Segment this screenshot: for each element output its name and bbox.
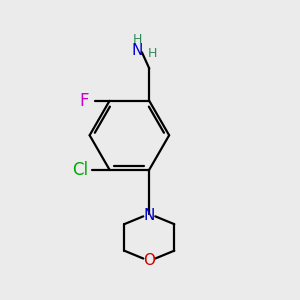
- Text: O: O: [143, 254, 155, 268]
- Text: F: F: [80, 92, 89, 110]
- Text: H: H: [133, 33, 142, 46]
- Text: Cl: Cl: [72, 161, 88, 179]
- Text: N: N: [144, 208, 155, 223]
- Text: N: N: [132, 43, 143, 58]
- Text: H: H: [148, 47, 157, 60]
